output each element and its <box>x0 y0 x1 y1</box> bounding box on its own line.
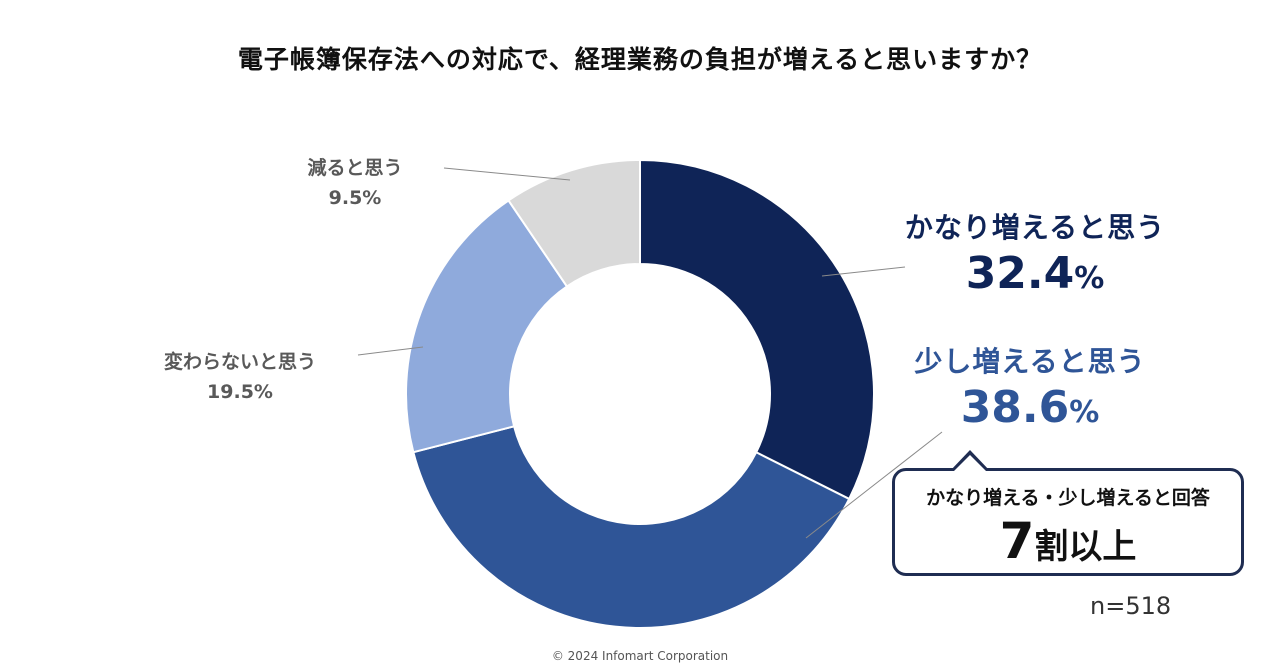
copyright-footer: © 2024 Infomart Corporation <box>551 649 729 663</box>
callout-top-text: かなり増える・少し増えると回答 <box>926 487 1210 509</box>
percent-sign-sukoshi: % <box>1069 395 1100 430</box>
label-heru: 減ると思う 9.5% <box>270 153 440 213</box>
donut-slice-heru <box>507 158 641 288</box>
leader-line-kanari <box>821 266 906 277</box>
slice-label-kanari: かなり増えると思う <box>904 211 1166 244</box>
percent-sign-kanari: % <box>1074 261 1105 296</box>
callout-suffix: 割以上 <box>1034 527 1137 567</box>
slice-value-kawaranai: 19.5% <box>207 381 273 403</box>
sample-size: n=518 <box>1090 592 1172 620</box>
callout-box: かなり増える・少し増えると回答 7割以上 <box>892 468 1244 576</box>
label-kanari: かなり増えると思う 32.4% <box>870 206 1200 307</box>
leader-line-kawaranai <box>357 346 424 356</box>
label-kawaranai: 変わらないと思う 19.5% <box>130 347 350 407</box>
slice-label-heru: 減ると思う <box>307 157 403 179</box>
slice-value-heru: 9.5% <box>328 187 382 209</box>
donut-slice-sukoshi <box>412 425 851 629</box>
donut-slice-kanari <box>639 158 875 501</box>
chart-title: 電子帳簿保存法への対応で、経理業務の負担が増えると思いますか？ <box>237 45 1043 74</box>
leader-line-sukoshi <box>805 431 943 539</box>
callout-number: 7 <box>999 512 1035 570</box>
callout-tail-inner <box>953 455 987 472</box>
slice-label-sukoshi: 少し増えると思う <box>914 345 1146 378</box>
leader-line-heru <box>443 167 571 181</box>
slice-value-kanari: 32.4 <box>965 248 1075 299</box>
donut-slice-kawaranai <box>405 199 569 454</box>
slice-value-sukoshi: 38.6 <box>960 382 1070 433</box>
label-sukoshi: 少し増えると思う 38.6% <box>865 340 1195 441</box>
slice-label-kawaranai: 変わらないと思う <box>163 351 316 373</box>
